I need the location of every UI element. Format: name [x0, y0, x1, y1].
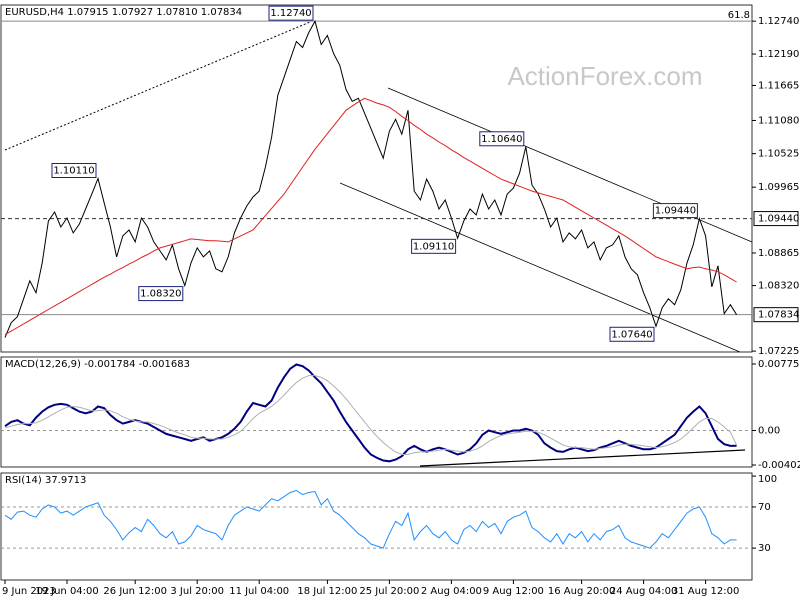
x-tick-label: 3 Jul 20:00 — [170, 586, 224, 597]
y-tick-label: 1.11665 — [758, 80, 799, 91]
watermark: ActionForex.com — [507, 61, 702, 91]
y-tick-label: 1.08320 — [758, 281, 799, 292]
level-label: 1.09440 — [758, 214, 799, 225]
y-tick-label: -0.004027 — [758, 460, 800, 471]
channel-lower — [339, 182, 741, 353]
level-label-box — [753, 211, 799, 227]
y-tick-label: 0.007753 — [758, 359, 800, 370]
annotation-label: 1.07640 — [611, 329, 652, 340]
annotation-box — [268, 5, 314, 21]
y-tick-label: 100 — [758, 474, 777, 485]
y-tick-label: 1.10525 — [758, 149, 799, 160]
panel-title: MACD(12,26,9) -0.001784 -0.001683 — [5, 359, 190, 370]
annotation-box — [138, 286, 184, 302]
y-tick-label: 1.09965 — [758, 182, 799, 193]
x-tick-label: 26 Jun 12:00 — [103, 586, 167, 597]
series-line — [4, 375, 738, 455]
y-tick-label: 30 — [758, 543, 771, 554]
annotation-box — [609, 326, 655, 342]
panel-title: EURUSD,H4 1.07915 1.07927 1.07810 1.0783… — [5, 7, 242, 18]
level-label: 1.07834 — [758, 310, 799, 321]
panel-title: RSI(14) 37.9713 — [5, 475, 86, 486]
x-tick-label: 11 Jul 04:00 — [229, 586, 289, 597]
y-tick-label: 1.12190 — [758, 49, 799, 60]
annotation-label: 1.08320 — [140, 289, 181, 300]
y-tick-label: 1.11080 — [758, 115, 799, 126]
trend-line — [4, 21, 311, 151]
x-tick-label: 2 Aug 04:00 — [421, 586, 482, 597]
series-line — [4, 19, 738, 338]
y-tick-label: 1.08865 — [758, 248, 799, 259]
y-tick-label: 0.00 — [758, 425, 780, 436]
annotation-label: 1.10110 — [53, 166, 94, 177]
level-label-box — [753, 307, 799, 323]
x-tick-label: 25 Jul 20:00 — [359, 586, 419, 597]
x-tick-label: 19 Jun 04:00 — [35, 586, 99, 597]
y-tick-label: 70 — [758, 502, 771, 513]
x-tick-label: 9 Jun 2023 — [2, 586, 56, 597]
series-line — [4, 489, 737, 549]
series-line — [4, 363, 737, 463]
level-label: 61.8 — [728, 10, 750, 21]
panel-frame — [0, 472, 753, 581]
annotation-box — [479, 131, 525, 147]
panel-frame — [0, 356, 753, 468]
x-tick-label: 18 Jul 12:00 — [297, 586, 357, 597]
annotation-box — [411, 238, 457, 254]
panel-frame — [0, 4, 753, 353]
macd-trend-line — [419, 449, 746, 467]
series-line — [4, 97, 737, 336]
x-tick-label: 31 Aug 12:00 — [672, 586, 739, 597]
x-tick-label: 16 Aug 20:00 — [548, 586, 615, 597]
y-tick-label: 1.12740 — [758, 16, 799, 27]
y-tick-label: 1.07225 — [758, 346, 799, 357]
annotation-label: 1.09440 — [655, 206, 696, 217]
annotation-label: 1.12740 — [270, 8, 311, 19]
annotation-box — [652, 203, 698, 219]
annotation-label: 1.10640 — [481, 134, 522, 145]
annotation-box — [51, 163, 97, 178]
annotation-label: 1.09110 — [413, 241, 454, 252]
x-tick-label: 24 Aug 04:00 — [610, 586, 677, 597]
x-tick-label: 9 Aug 12:00 — [483, 586, 544, 597]
